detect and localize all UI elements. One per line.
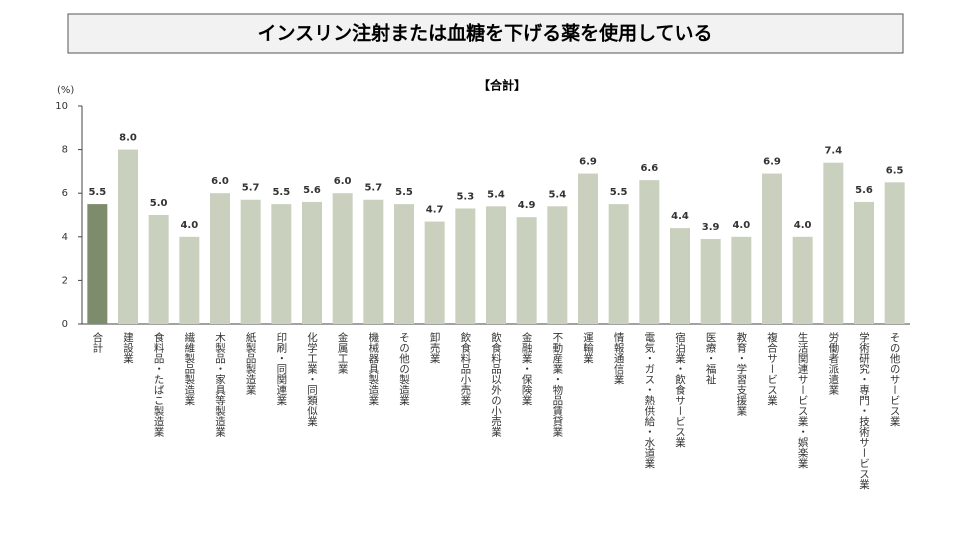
x-tick-label: 食料品・たばこ製造業 [153, 331, 165, 438]
value-label: 5.7 [242, 183, 260, 194]
bar [455, 208, 476, 324]
value-label: 4.4 [671, 211, 689, 222]
bar [118, 149, 138, 324]
value-label: 4.0 [794, 220, 812, 231]
x-tick-label: 飲食料品小売業 [459, 331, 471, 406]
value-label: 5.4 [548, 189, 566, 200]
bar [179, 236, 200, 324]
bar [639, 180, 660, 324]
x-tick-label: 金融業・保険業 [521, 331, 533, 406]
bar [792, 236, 813, 324]
value-label: 5.5 [395, 187, 413, 198]
value-label: 6.6 [640, 163, 658, 174]
x-tick-label: 情報通信業 [613, 331, 625, 385]
value-label: 3.9 [702, 222, 720, 233]
x-tick-label: 建設業 [122, 331, 134, 364]
x-tick-label: 化学工業・同類似業 [306, 331, 318, 427]
bar [424, 221, 445, 324]
value-label: 6.9 [579, 157, 597, 168]
value-label: 5.7 [364, 183, 382, 194]
bar [700, 238, 721, 324]
y-tick-label: 8 [62, 145, 68, 156]
bar [762, 173, 782, 324]
x-tick-label: 飲食料品以外の小売業 [490, 331, 502, 438]
value-label: 5.5 [88, 187, 106, 198]
value-label: 7.4 [824, 146, 842, 157]
title-box [67, 13, 904, 54]
y-tick-label: 4 [62, 232, 68, 243]
x-tick-label: 紙製品製造業 [245, 331, 257, 396]
value-label: 4.7 [426, 205, 444, 216]
x-tick-label: 卸売業 [429, 331, 441, 364]
x-tick-label: 医療・福祉 [705, 332, 717, 385]
x-tick-label: その他の製造業 [398, 332, 410, 406]
bar [363, 199, 384, 324]
y-tick-label: 6 [62, 188, 68, 199]
x-tick-label: 電気・ガス・熱供給・水道業 [643, 332, 655, 469]
x-tick-label: 不動産業・物品賃貸業 [551, 332, 563, 438]
x-tick-label: 学術研究・専門・技術サービス業 [858, 331, 870, 490]
x-tick-label: 運輸業 [582, 332, 594, 364]
bar [394, 204, 414, 324]
chart-title: インスリン注射または血糖を下げる薬を使用している [257, 22, 712, 45]
bar [823, 162, 844, 324]
bar [547, 206, 568, 324]
value-label: 6.0 [334, 176, 352, 187]
chart-subtitle: 【合計】 [478, 78, 526, 93]
x-tick-label: 複合サービス業 [766, 331, 778, 406]
x-tick-label: 合計 [91, 331, 103, 354]
value-label: 4.0 [732, 220, 750, 231]
y-tick-label: 10 [55, 101, 68, 112]
bar [302, 201, 322, 324]
value-label: 5.6 [855, 185, 873, 196]
bar [271, 204, 292, 324]
x-tick-label: 教育・学習支援業 [735, 331, 747, 417]
y-tick-label: 2 [62, 275, 68, 286]
value-label: 8.0 [119, 133, 137, 144]
value-label: 5.5 [272, 187, 290, 198]
x-tick-label: 金属工業 [337, 331, 349, 375]
x-tick-label: 機械器具製造業 [367, 331, 379, 406]
bar [578, 173, 598, 324]
bar [240, 199, 261, 324]
x-tick-label: その他のサービス業 [889, 332, 901, 427]
bar [87, 204, 108, 324]
x-tick-label: 木製品・家具等製造業 [214, 332, 226, 438]
bar [210, 193, 230, 324]
x-tick-label: 労働者派遣業 [827, 331, 839, 396]
value-label: 6.9 [763, 157, 781, 168]
x-tick-label: 宿泊業・飲食サービス業 [674, 331, 686, 448]
bar [731, 236, 752, 324]
value-label: 5.5 [610, 187, 628, 198]
value-label: 5.4 [487, 189, 505, 200]
bar [486, 206, 506, 324]
x-tick-label: 生活関連サービス業・娯楽業 [797, 331, 809, 469]
value-label: 5.0 [150, 198, 168, 209]
y-axis-label: (%) [57, 85, 74, 96]
bar [670, 228, 690, 324]
value-label: 5.6 [303, 185, 321, 196]
bar [854, 201, 874, 324]
value-label: 6.5 [886, 165, 904, 176]
x-tick-label: 繊維製品製造業 [183, 331, 195, 406]
x-tick-label: 印刷・同関連業 [275, 332, 287, 406]
value-label: 4.0 [180, 220, 198, 231]
bar [148, 215, 169, 324]
value-label: 4.9 [518, 200, 536, 211]
bar [608, 204, 629, 324]
y-tick-label: 0 [62, 319, 68, 330]
value-label: 6.0 [211, 176, 229, 187]
bar [516, 217, 537, 324]
value-label: 5.3 [456, 191, 474, 202]
bar [332, 193, 353, 324]
bar [884, 182, 905, 324]
